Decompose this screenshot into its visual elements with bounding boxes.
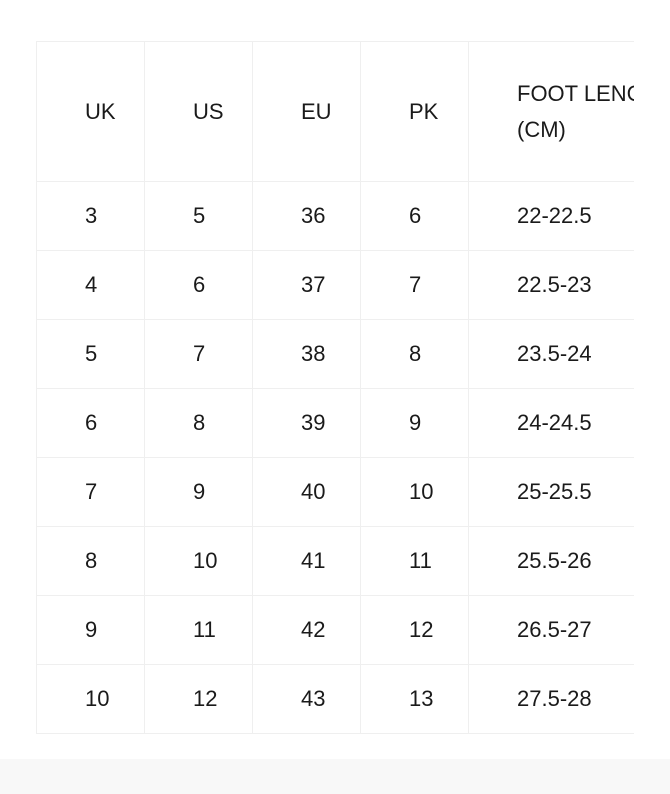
column-header: FOOT LENGTH (CM) [468, 41, 634, 182]
table-cell: 13 [360, 664, 469, 734]
table-cell: 3 [36, 181, 145, 251]
table-cell: 25.5-26 [468, 526, 634, 596]
table-cell: 26.5-27 [468, 595, 634, 665]
table-cell: 6 [360, 181, 469, 251]
table-cell: 25-25.5 [468, 457, 634, 527]
table-cell: 43 [252, 664, 361, 734]
table-cell: 10 [144, 526, 253, 596]
table-row: 3 5 36 6 22-22.5 [36, 181, 634, 251]
table-cell: 27.5-28 [468, 664, 634, 734]
table-cell: 39 [252, 388, 361, 458]
column-header: EU [252, 41, 361, 182]
table-cell: 8 [36, 526, 145, 596]
table-cell: 8 [360, 319, 469, 389]
table-row: 7 9 40 10 25-25.5 [36, 457, 634, 527]
table-row: 5 7 38 8 23.5-24 [36, 319, 634, 389]
table-cell: 6 [36, 388, 145, 458]
table-cell: 22.5-23 [468, 250, 634, 320]
table-cell: 42 [252, 595, 361, 665]
table-row: 10 12 43 13 27.5-28 [36, 664, 634, 734]
table-cell: 9 [36, 595, 145, 665]
table-cell: 4 [36, 250, 145, 320]
column-header: UK [36, 41, 145, 182]
table-cell: 11 [144, 595, 253, 665]
column-header: PK [360, 41, 469, 182]
column-header: US [144, 41, 253, 182]
table-cell: 38 [252, 319, 361, 389]
table-cell: 11 [360, 526, 469, 596]
table-cell: 8 [144, 388, 253, 458]
table-cell: 12 [144, 664, 253, 734]
table-cell: 36 [252, 181, 361, 251]
table-cell: 22-22.5 [468, 181, 634, 251]
table-cell: 6 [144, 250, 253, 320]
table-cell: 12 [360, 595, 469, 665]
table-cell: 7 [36, 457, 145, 527]
table-cell: 10 [360, 457, 469, 527]
table-cell: 23.5-24 [468, 319, 634, 389]
table-cell: 9 [360, 388, 469, 458]
table-cell: 5 [36, 319, 145, 389]
table-cell: 5 [144, 181, 253, 251]
table-row: 9 11 42 12 26.5-27 [36, 595, 634, 665]
table-cell: 24-24.5 [468, 388, 634, 458]
table-row: 8 10 41 11 25.5-26 [36, 526, 634, 596]
table-cell: 10 [36, 664, 145, 734]
table-cell: 41 [252, 526, 361, 596]
page-footer-area [0, 759, 670, 794]
table-cell: 7 [144, 319, 253, 389]
table-cell: 40 [252, 457, 361, 527]
table-row: 6 8 39 9 24-24.5 [36, 388, 634, 458]
table-cell: 37 [252, 250, 361, 320]
table-cell: 9 [144, 457, 253, 527]
table-cell: 7 [360, 250, 469, 320]
table-row: 4 6 37 7 22.5-23 [36, 250, 634, 320]
